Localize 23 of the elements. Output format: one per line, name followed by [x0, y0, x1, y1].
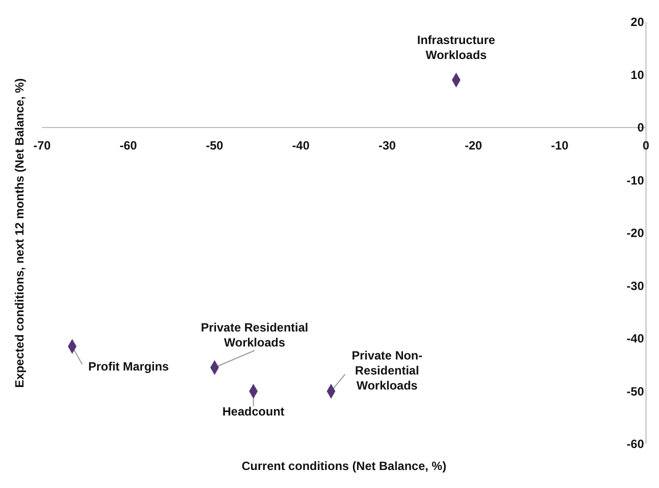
- annotation: Private Non- Residential Workloads: [352, 348, 422, 392]
- y-tick-label: 0: [637, 120, 644, 134]
- y-tick-label: 20: [630, 15, 644, 29]
- annotation: Private Residential Workloads: [200, 320, 308, 350]
- x-tick-label: -10: [551, 138, 569, 152]
- y-tick-label: -20: [626, 226, 644, 240]
- y-axis-title: Expected conditions, next 12 months (Net Balance, %): [13, 78, 27, 388]
- y-tick-label: -60: [626, 437, 644, 451]
- x-tick-label: -70: [33, 138, 51, 152]
- y-tick-label: -30: [626, 278, 644, 293]
- x-tick-label: -30: [378, 138, 396, 152]
- annotation: Profit Margins: [88, 359, 170, 374]
- x-tick-label: -50: [206, 138, 224, 152]
- y-tick-label: -40: [626, 332, 644, 346]
- annotation: Headcount: [222, 404, 284, 418]
- y-tick-label: -10: [626, 173, 644, 188]
- y-tick-label: 10: [630, 68, 644, 82]
- x-tick-label: -60: [120, 138, 138, 152]
- x-axis-title: Current conditions (Net Balance, %): [242, 459, 446, 473]
- x-tick-label: -40: [292, 138, 310, 152]
- annotation: Infrastructure Workloads: [417, 33, 496, 62]
- x-tick-label: -20: [464, 138, 482, 152]
- y-tick-label: -50: [626, 384, 644, 398]
